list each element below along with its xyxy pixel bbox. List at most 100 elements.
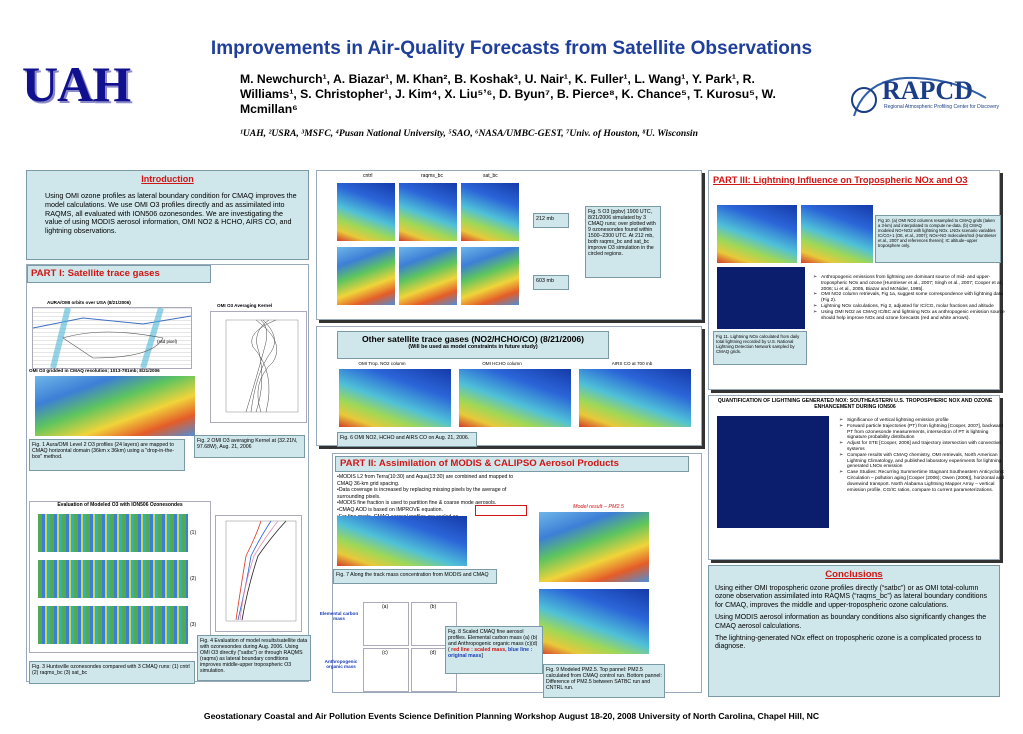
- quant-bullet-5: Case Studies: Recurring Summertime Stagn…: [839, 470, 1005, 493]
- quant-title: QUANTIFICATION OF LIGHTNING GENERATED NO…: [717, 398, 993, 411]
- uah-logo: UAH: [22, 56, 131, 112]
- footer: Geostationary Coastal and Air Pollution …: [203, 711, 820, 721]
- fig8-mark-b: (b): [430, 604, 437, 610]
- rapcd-logo-text: RAPCD: [882, 76, 973, 105]
- elemental-label: Elemental carbon mass: [319, 611, 359, 621]
- omi-no2-label: OMI Trop. NO2 column: [358, 361, 406, 366]
- part2-bullet-1: •MODIS L2 from Terra(10:30) and Aqua(13:…: [337, 474, 514, 487]
- fig8-panel-c: (c): [363, 648, 409, 692]
- fig3-eval-title: Evaluation of Modeled O3 with ION506 Ozo…: [57, 502, 183, 508]
- fig3-mark-3: (3): [190, 622, 197, 628]
- avg-kernel-svg: [225, 319, 299, 413]
- model-result-label: Model result – PM2.5: [573, 504, 624, 510]
- conclusions-panel: Conclusions Using either OMI tropospheri…: [708, 565, 1000, 697]
- fig3-eval: Evaluation of Modeled O3 with ION506 Ozo…: [29, 501, 211, 653]
- fig4-profiles: [215, 515, 302, 632]
- rapcd-arc-icon: [851, 76, 987, 117]
- fig3-mark-1: (1): [190, 530, 197, 536]
- fig8-mark-d: (d): [430, 650, 437, 656]
- fig10-map-b: [801, 205, 873, 263]
- fig-omi-orbits-title: AURA/OMI orbits over USA (8/21/2006): [47, 300, 131, 305]
- conclusions-p3: The lightning-generated NOx effect on tr…: [715, 635, 982, 651]
- fig6-caption: Fig. 6 OMI NO2, HCHO and AIRS CO on Aug.…: [337, 432, 477, 447]
- fig11-caption: Fig 11. Lightning NOx calculated from da…: [713, 331, 807, 365]
- fig10-caption: Fig 10. (a) OMI NO2 columns resampled to…: [875, 215, 1001, 263]
- part3-bullets: Anthropogenic emissions from lightning a…: [813, 275, 1005, 321]
- author-list: M. Newchurch¹, A. Biazar¹, M. Khan², B. …: [240, 72, 776, 116]
- part3-bullet-3: Lightning NOx calculations, Fig 2, adjus…: [813, 304, 1005, 310]
- fig5-map-4: [337, 247, 395, 305]
- part2-bullet-2: •Data coverage is increased by replacing…: [337, 487, 507, 500]
- part1-heading: PART I: Satellite trace gases: [31, 268, 160, 279]
- fig11-map: [717, 267, 805, 329]
- affiliations: ¹UAH, ²USRA, ³MSFC, ⁴Pusan National Univ…: [240, 128, 698, 139]
- poster-title: Improvements in Air-Quality Forecasts fr…: [210, 38, 813, 59]
- part2-bullet-3: •MODIS fine fraction is used to partitio…: [337, 500, 497, 507]
- fig9-bottom-map: [539, 589, 649, 654]
- fig-omi-gridded-title: OMI O3 gridded in CMAQ resolution; 1013-…: [29, 368, 160, 373]
- part3-bullet-1: Anthropogenic emissions from lightning a…: [813, 275, 1005, 292]
- anthro-label: Anthropogenic organic mass: [324, 659, 358, 669]
- fig8-caption-blue: blue line : original mass: [448, 647, 533, 659]
- fig5-col-cntrl: cntrl: [363, 173, 373, 179]
- fig5-map-1: [337, 183, 395, 241]
- fig5-map-6: [461, 247, 519, 305]
- part3-heading: PART III: Lightning Influence on Troposp…: [713, 175, 968, 185]
- quant-bullet-1: Significance of vertical lightning emiss…: [839, 418, 1005, 424]
- airs-co-map: [579, 369, 691, 427]
- fig3-panel-1: [38, 514, 188, 552]
- part2-bullet-4: •CMAQ AOD is based on IMPROVE equation.: [337, 506, 443, 513]
- fig3-mark-2: (2): [190, 576, 197, 582]
- fig8-mark-a: (a): [382, 604, 389, 610]
- fig8-mark-c: (c): [382, 650, 388, 656]
- quant-map: [717, 416, 829, 528]
- fig4-caption: Fig. 4 Evaluation of model results/satel…: [197, 635, 311, 681]
- fig1-caption: Fig. 1 Aura/OMI Level 2 O3 profiles (24 …: [29, 439, 185, 471]
- fig5-map-3: [461, 183, 519, 241]
- fig3-panel-2: [38, 560, 188, 598]
- fig5-caption: Fig. 5 O3 (ppbv) 1900 UTC, 8/21/2006 sim…: [585, 206, 661, 278]
- intro-panel: Introduction Using OMI ozone profiles as…: [26, 170, 309, 260]
- fig5-row-212: 212 mb: [533, 213, 569, 228]
- fig7-curtain: [337, 516, 467, 566]
- fig10-map-a: [717, 205, 797, 263]
- fig8-caption-red: red line : scaled mass,: [451, 647, 507, 653]
- omi-hcho-map: [459, 369, 571, 427]
- part2-panel: PART II: Assimilation of MODIS & CALIPSO…: [320, 453, 702, 698]
- fig9-caption: Fig. 9 Modeled PM2.5. Top pannel: PM2.5 …: [543, 664, 665, 698]
- fig5-col-satbc: sat_bc: [483, 173, 498, 179]
- fig3-panel-3: [38, 606, 188, 644]
- conclusions-heading: Conclusions: [825, 569, 883, 580]
- airs-co-label: AIRS CO at 700 mb: [611, 361, 653, 366]
- fig9-top-map: [539, 512, 649, 582]
- fig-omi-note: (ssd pixel): [157, 339, 178, 344]
- fig3-caption: Fig. 3 Huntsville ozonesondes compared w…: [29, 661, 195, 684]
- part3-bullet-4: Using OMI NO2 as CMAQ IC/BC and lightnin…: [813, 310, 1005, 322]
- rapcd-logo-subtitle: Regional Atmospheric Profiling Center fo…: [884, 104, 1000, 110]
- fig4-profiles-svg: [225, 520, 297, 622]
- fig8-caption-text: Fig. 8 Scaled CMAQ fine aerosol profiles…: [448, 629, 538, 653]
- other-gases-panel: Other satellite trace gases (NO2/HCHO/CO…: [316, 326, 702, 447]
- quant-panel: QUANTIFICATION OF LIGHTNING GENERATED NO…: [708, 395, 1004, 560]
- fig8-panel-a: (a): [363, 602, 409, 646]
- omi-no2-map: [339, 369, 451, 427]
- quant-bullet-2: Forward particle trajectories (PT) from …: [839, 424, 1005, 441]
- orbit-map-svg: [32, 307, 192, 369]
- intro-text: Using OMI ozone profiles as lateral boun…: [45, 191, 297, 236]
- fig5-map-2: [399, 183, 457, 241]
- fig8-caption: Fig. 8 Scaled CMAQ fine aerosol profiles…: [445, 626, 543, 674]
- fig-omi-orbits: [32, 307, 192, 369]
- intro-heading: Introduction: [141, 174, 194, 184]
- part2-heading-box: PART II: Assimilation of MODIS & CALIPSO…: [335, 456, 689, 472]
- fig5-panel: cntrl raqms_bc sat_bc 212 mb 603 mb Fig.…: [316, 170, 702, 320]
- rapcd-logo: RAPCD Regional Atmospheric Profiling Cen…: [846, 70, 1000, 120]
- omi-hcho-label: OMI HCHO column: [482, 361, 522, 366]
- other-gases-subheading: (Will be used as model constraints in fu…: [408, 344, 538, 350]
- fig8-panel-b: (b): [411, 602, 457, 646]
- quant-bullet-3: Adjust for STE [Cooper, 2006] and trajec…: [839, 441, 1005, 453]
- fig-avg-kernel-title: OMI O3 Averaging Kernel: [217, 303, 273, 308]
- quant-bullets: Significance of vertical lightning emiss…: [839, 418, 1005, 493]
- part3-panel: PART III: Lightning Influence on Troposp…: [708, 170, 1005, 390]
- conclusions-p1: Using either OMI tropospheric ozone prof…: [715, 585, 987, 609]
- quant-bullet-4: Compare results with CMAQ chemistry, OMI…: [839, 453, 1005, 470]
